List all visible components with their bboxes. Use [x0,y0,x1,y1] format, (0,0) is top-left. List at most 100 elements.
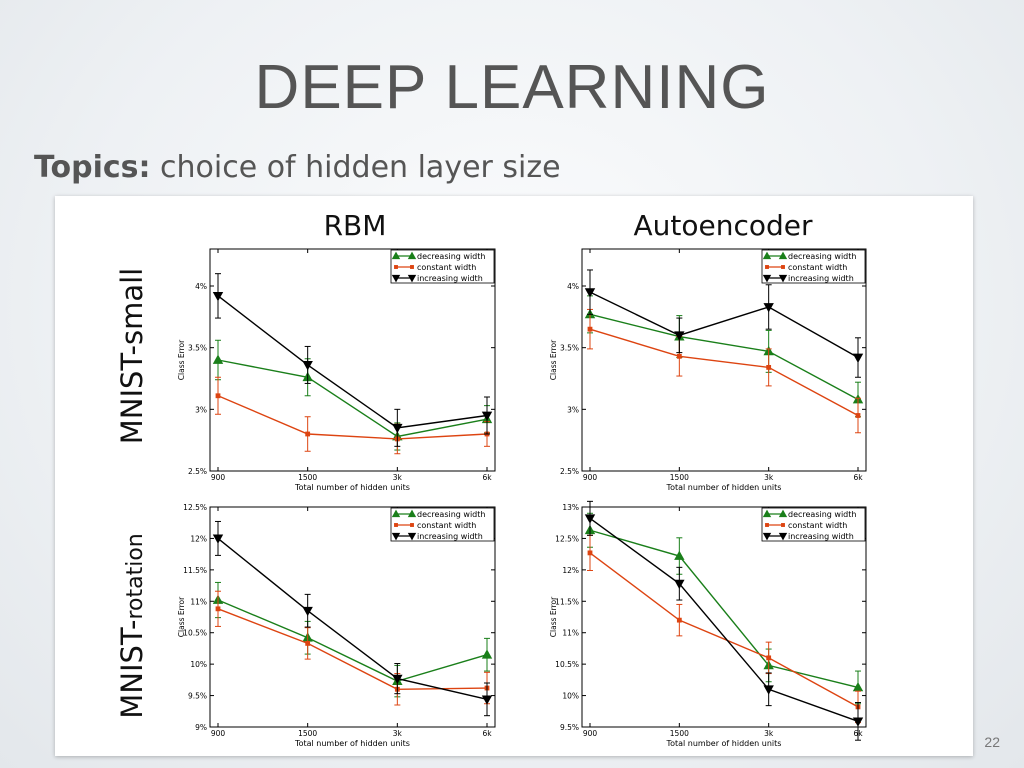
series-line [589,529,859,689]
x-tick-label: 1500 [298,473,317,482]
y-tick-label: 3% [195,405,207,414]
y-tick-label: 9.5% [188,692,207,701]
legend-label: constant width [417,521,476,530]
chart-4: 9.5% 10% 10.5% 11% 11.5% 12% 12.5% 13% 900 1500 3k… [549,500,867,748]
legend-marker [410,265,414,269]
legend-label: constant width [788,521,847,530]
topics-text: choice of hidden layer size [150,150,561,185]
chart-3: 9% 9.5% 10% 10.5% 11% 11.5% 12% 12.5% 900 1500 3k 6… [177,503,496,748]
y-tick-label: 2.5% [560,467,579,476]
legend: decreasing width constant width increasing… [390,249,495,284]
series-line [217,599,488,682]
legend-marker [394,523,398,527]
y-axis-label: Class Error [549,596,558,637]
data-point [766,655,772,661]
legend-marker [391,509,401,518]
y-tick-label: 12.5% [183,503,207,512]
row-label-main: MNIST- [115,620,149,719]
y-tick-label: 9.5% [560,723,579,732]
y-axis-label: Class Error [177,596,186,637]
legend-label: decreasing width [417,510,485,519]
legend-marker [762,251,772,260]
series-line [589,313,859,401]
legend-marker [762,532,772,541]
data-point [855,413,861,418]
y-tick-label: 12% [190,534,207,543]
legend-marker [391,274,401,283]
data-point [674,579,685,590]
y-tick-label: 10.5% [555,660,579,669]
data-point [212,534,224,544]
series-increasing [212,520,493,717]
y-tick-label: 4% [567,282,579,291]
figure-svg: RBM Autoencoder MNIST-small MNIST-rotation 2… [115,209,867,748]
x-tick-label: 900 [211,473,226,482]
y-tick-label: 3.5% [188,344,207,353]
data-point [481,695,493,705]
data-point [674,331,685,341]
legend-label: decreasing width [417,252,485,261]
x-axis-label: Total number of hidden units [294,739,410,748]
series-line [589,517,859,723]
data-point [674,550,685,560]
y-tick-label: 3% [567,405,579,414]
y-tick-label: 10.5% [183,629,207,638]
plot-area [581,248,867,472]
x-tick-label: 6k [853,473,863,482]
x-axis-label: Total number of hidden units [666,739,782,748]
y-tick-label: 4% [195,282,207,291]
data-point [305,431,311,437]
legend-marker [781,523,785,527]
y-tick-label: 10% [562,692,579,701]
data-point [305,641,311,646]
data-point [215,393,221,399]
data-point [481,649,493,659]
legend-label: increasing width [788,532,854,541]
series-line [217,359,488,438]
y-tick-label: 11% [562,629,579,638]
y-tick-label: 3.5% [560,344,579,353]
slide-title: DEEP LEARNING [254,53,770,122]
y-tick-label: 2.5% [188,467,207,476]
data-point [587,550,593,556]
legend-marker [407,532,417,541]
y-axis-label: Class Error [549,339,558,380]
y-tick-label: 11.5% [183,566,207,575]
data-point [763,303,774,313]
series-line [217,537,488,701]
x-tick-label: 3k [764,729,774,738]
data-point [302,606,313,617]
plot-area [209,248,496,472]
x-tick-label: 1500 [670,729,689,738]
legend-marker [765,523,769,527]
chart-2: 2.5% 3% 3.5% 4% 900 1500 3k 6k Total number of h… [549,248,867,492]
column-label-rbm: RBM [324,209,387,242]
y-tick-label: 12.5% [555,534,579,543]
data-point [584,514,596,524]
data-point [584,288,596,298]
legend-label: increasing width [788,274,854,283]
legend-marker [407,509,417,518]
chart-1: 2.5% 3% 3.5% 4% 900 1500 3k 6k Total number of h… [177,248,496,492]
y-tick-label: 10% [190,660,207,669]
y-axis-label: Class Error [177,339,186,380]
data-point [766,365,772,370]
data-point [676,617,682,623]
y-tick-label: 9% [195,723,207,732]
legend: decreasing width constant width increasing… [390,507,495,542]
legend-marker [410,523,414,527]
x-tick-label: 1500 [670,473,689,482]
legend-label: constant width [417,263,476,272]
x-tick-label: 900 [583,473,598,482]
x-tick-label: 900 [583,729,598,738]
column-label-autoencoder: Autoencoder [633,209,813,242]
data-point [212,291,224,302]
data-point [302,361,313,371]
legend-marker [781,265,785,269]
x-tick-label: 3k [764,473,774,482]
data-point [852,681,864,692]
topics-label: Topics: [34,150,151,185]
legend-marker [407,251,417,260]
legend-marker [778,532,788,541]
data-point [852,353,864,363]
